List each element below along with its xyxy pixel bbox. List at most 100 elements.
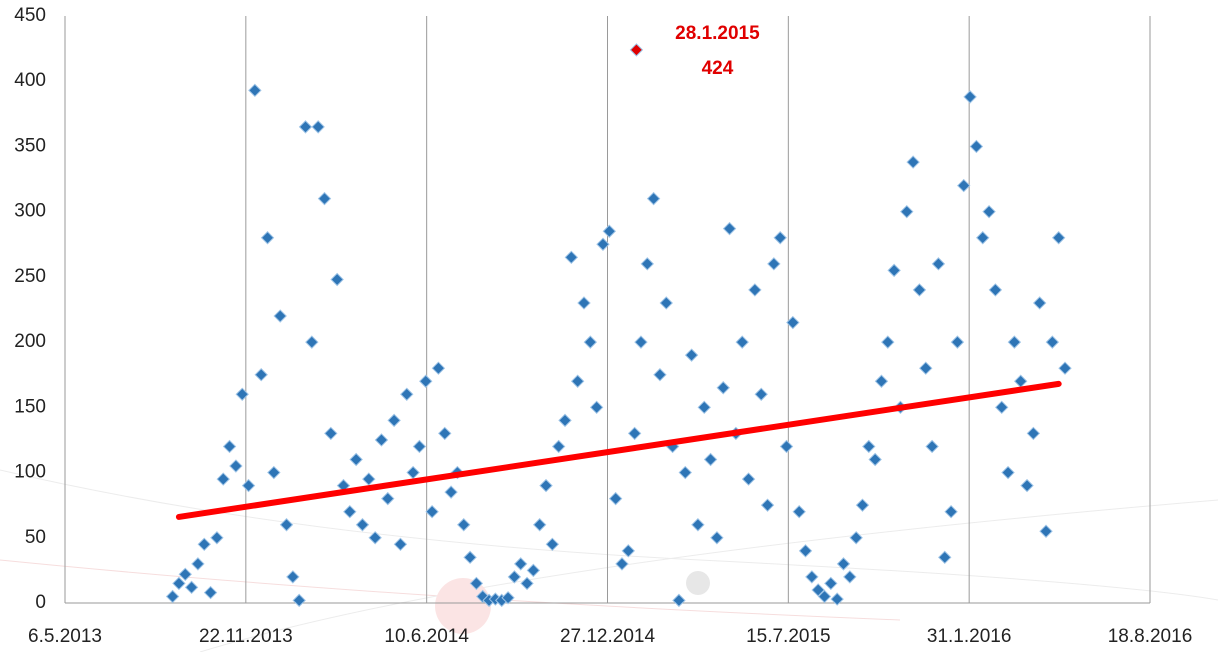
point (198, 538, 210, 550)
point (1027, 427, 1039, 439)
point (762, 499, 774, 511)
highlight-point (630, 44, 642, 56)
point (755, 388, 767, 400)
point (591, 401, 603, 413)
point (186, 581, 198, 593)
point (622, 545, 634, 557)
point (806, 571, 818, 583)
point (686, 349, 698, 361)
point (610, 493, 622, 505)
point (635, 336, 647, 348)
point (553, 440, 565, 452)
point (432, 362, 444, 374)
highlight-date: 28.1.2015 (675, 23, 760, 44)
point (318, 193, 330, 205)
point (1034, 297, 1046, 309)
point (192, 558, 204, 570)
point (331, 273, 343, 285)
point (445, 486, 457, 498)
point (281, 519, 293, 531)
point (641, 258, 653, 270)
point (660, 297, 672, 309)
point (926, 440, 938, 452)
point (388, 414, 400, 426)
point (983, 206, 995, 218)
point (325, 427, 337, 439)
point (306, 336, 318, 348)
point (863, 440, 875, 452)
point (603, 225, 615, 237)
point (312, 121, 324, 133)
point (856, 499, 868, 511)
point (224, 440, 236, 452)
point (243, 480, 255, 492)
point (679, 467, 691, 479)
point (565, 251, 577, 263)
point (869, 454, 881, 466)
point (559, 414, 571, 426)
y-tick-label: 100 (14, 462, 46, 483)
point (344, 506, 356, 518)
point (363, 473, 375, 485)
point (875, 375, 887, 387)
point (572, 375, 584, 387)
point (793, 506, 805, 518)
point (724, 223, 736, 235)
point (534, 519, 546, 531)
point (394, 538, 406, 550)
point (749, 284, 761, 296)
background-decoration (0, 470, 1218, 652)
point (515, 558, 527, 570)
x-tick-label: 15.7.2015 (746, 626, 831, 647)
point (413, 440, 425, 452)
point (996, 401, 1008, 413)
point (1008, 336, 1020, 348)
point (616, 558, 628, 570)
point (173, 577, 185, 589)
point (673, 594, 685, 606)
point (844, 571, 856, 583)
point (800, 545, 812, 557)
point (920, 362, 932, 374)
point (882, 336, 894, 348)
point (945, 506, 957, 518)
point (287, 571, 299, 583)
point (293, 594, 305, 606)
point (850, 532, 862, 544)
point (951, 336, 963, 348)
point (888, 264, 900, 276)
point (958, 180, 970, 192)
point (717, 382, 729, 394)
decor-line (200, 500, 1218, 652)
point (420, 375, 432, 387)
point (426, 506, 438, 518)
decor-circle (686, 571, 710, 595)
point (932, 258, 944, 270)
y-tick-label: 400 (14, 70, 46, 91)
point (648, 193, 660, 205)
point (262, 232, 274, 244)
point (901, 206, 913, 218)
point (964, 91, 976, 103)
point (578, 297, 590, 309)
point (255, 369, 267, 381)
point (939, 551, 951, 563)
point (654, 369, 666, 381)
point (1021, 480, 1033, 492)
y-tick-label: 0 (35, 592, 46, 613)
x-tick-label: 18.8.2016 (1108, 626, 1193, 647)
point (768, 258, 780, 270)
point (179, 568, 191, 580)
point (913, 284, 925, 296)
x-tick-label: 10.6.2014 (384, 626, 469, 647)
point (167, 590, 179, 602)
point (375, 434, 387, 446)
point (274, 310, 286, 322)
point (736, 336, 748, 348)
point (1046, 336, 1058, 348)
y-tick-label: 250 (14, 266, 46, 287)
point (1040, 525, 1052, 537)
point (781, 440, 793, 452)
point (705, 454, 717, 466)
point (205, 587, 217, 599)
